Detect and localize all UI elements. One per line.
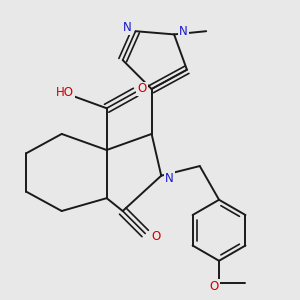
Text: HO: HO	[56, 86, 74, 99]
Text: O: O	[152, 230, 161, 243]
Text: N: N	[123, 22, 132, 34]
Text: O: O	[210, 280, 219, 293]
Text: N: N	[165, 172, 174, 185]
Text: N: N	[179, 25, 188, 38]
Text: O: O	[137, 82, 147, 95]
